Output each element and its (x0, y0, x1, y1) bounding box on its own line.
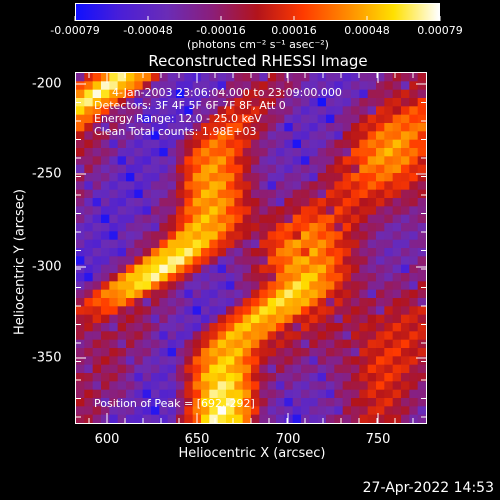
y-tick-label: -200 (32, 76, 62, 92)
colorbar-tick-label: 0.00016 (271, 24, 317, 37)
plot-title: Reconstructed RHESSI Image (148, 52, 368, 70)
y-tick-label: -250 (32, 166, 62, 182)
info-time-range: 4-Jan-2003 23:06:04.000 to 23:09:00.000 (112, 86, 342, 99)
colorbar-tick-label: 0.00079 (417, 24, 463, 37)
x-axis-title: Heliocentric X (arcsec) (178, 446, 326, 461)
info-clean-counts: Clean Total counts: 1.98E+03 (94, 125, 257, 138)
info-energy-range: Energy Range: 12.0 - 25.0 keV (94, 112, 262, 125)
colorbar (75, 3, 440, 21)
reconstructed-image-map (76, 73, 426, 423)
x-tick-label: 600 (94, 432, 120, 447)
colorbar-unit-label: (photons cm⁻² s⁻¹ asec⁻²) (187, 38, 329, 51)
footer-timestamp: 27-Apr-2022 14:53 (362, 480, 494, 496)
y-axis-title: Heliocentric Y (arcsec) (12, 189, 28, 335)
y-tick-label: -350 (32, 350, 62, 366)
peak-position-label: Position of Peak = [692,-292] (94, 397, 255, 410)
image-plot-area (75, 72, 427, 424)
x-tick-label: 750 (365, 432, 391, 447)
colorbar-tick-label: -0.00016 (196, 24, 246, 37)
y-tick-label: -300 (32, 259, 62, 275)
colorbar-tick-label: 0.00048 (344, 24, 390, 37)
x-tick-label: 700 (275, 432, 301, 447)
colorbar-tick-label: -0.00048 (123, 24, 173, 37)
colorbar-ticks (74, 16, 441, 21)
colorbar-tick-label: -0.00079 (50, 24, 100, 37)
x-tick-label: 650 (184, 432, 210, 447)
info-detectors: Detectors: 3F 4F 5F 6F 7F 8F, Att 0 (94, 99, 286, 112)
